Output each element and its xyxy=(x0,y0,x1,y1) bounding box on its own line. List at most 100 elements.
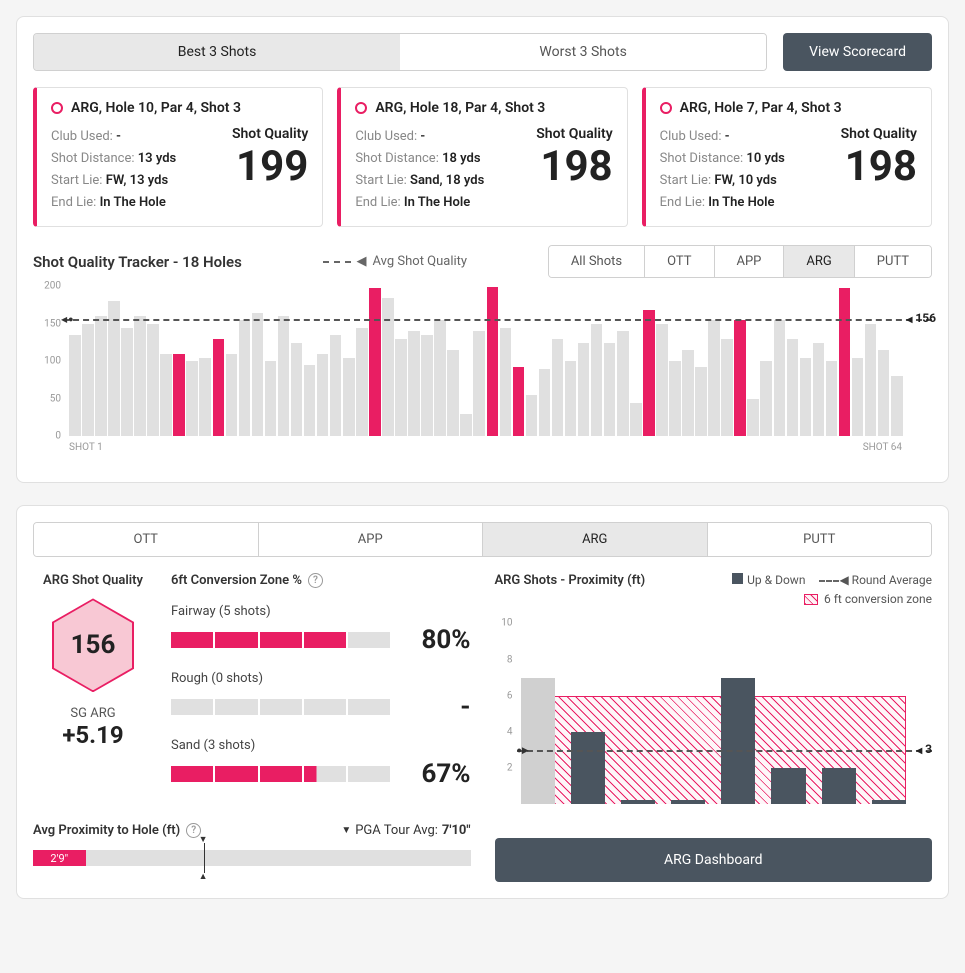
bars-container xyxy=(69,286,902,436)
chart-bar xyxy=(213,339,225,437)
chart-bar xyxy=(395,339,407,437)
prox-bar xyxy=(521,678,555,805)
proximity-row: Avg Proximity to Hole (ft) ? ▼ PGA Tour … xyxy=(33,823,471,838)
chart-bar xyxy=(813,343,825,437)
chart-bar xyxy=(239,320,251,436)
help-icon[interactable]: ? xyxy=(308,573,323,588)
chart-bar xyxy=(330,335,342,436)
legend-zone: 6 ft conversion zone xyxy=(824,592,932,606)
chart-bar xyxy=(160,354,172,437)
chart-bar xyxy=(434,320,446,436)
shot-card[interactable]: ARG, Hole 10, Par 4, Shot 3 Club Used: -… xyxy=(33,87,323,227)
chart-bar xyxy=(643,310,655,436)
chart-bar xyxy=(891,376,903,436)
legend-updown: Up & Down xyxy=(732,573,805,587)
prox-avg-line xyxy=(517,750,933,752)
chart-bar xyxy=(617,331,629,436)
tracker-header: Shot Quality Tracker - 18 Holes ◀ Avg Sh… xyxy=(33,245,932,278)
prox-bar xyxy=(771,768,805,804)
chart-bar xyxy=(186,361,198,436)
best-worst-tabs: Best 3 Shots Worst 3 Shots xyxy=(33,33,767,71)
filter-tab-putt[interactable]: PUTT xyxy=(855,246,931,277)
conv-pct: 80% xyxy=(409,625,471,655)
avg-value-badge: 156 xyxy=(906,311,936,325)
conv-pct: 67% xyxy=(409,759,471,789)
cat-tab-app[interactable]: APP xyxy=(259,523,484,556)
cat-tab-putt[interactable]: PUTT xyxy=(708,523,932,556)
segmented-bar xyxy=(171,766,391,782)
hex-badge: 156 xyxy=(52,598,134,692)
legend-round-avg: ◀ Round Average xyxy=(819,573,932,587)
cat-tab-ott[interactable]: OTT xyxy=(34,523,259,556)
conversion-row: Rough (0 shots) - xyxy=(171,671,471,722)
shot-card-title: ARG, Hole 7, Par 4, Shot 3 xyxy=(680,100,842,116)
tab-worst-shots[interactable]: Worst 3 Shots xyxy=(400,34,766,70)
sq-value: 198 xyxy=(841,146,917,188)
chart-bar xyxy=(278,316,290,436)
view-scorecard-button[interactable]: View Scorecard xyxy=(783,33,932,71)
chart-bar xyxy=(265,361,277,436)
chart-bar xyxy=(669,361,681,436)
chart-bar xyxy=(565,361,577,436)
arg-sq-title: ARG Shot Quality xyxy=(33,573,153,588)
pga-value: 7'10" xyxy=(442,823,471,838)
filter-tab-all-shots[interactable]: All Shots xyxy=(549,246,645,277)
pga-tour-avg: ▼ PGA Tour Avg: 7'10" xyxy=(341,823,470,838)
shot-card[interactable]: ARG, Hole 18, Par 4, Shot 3 Club Used: -… xyxy=(337,87,627,227)
category-tabs: OTTAPPARGPUTT xyxy=(33,522,932,557)
arg-dashboard-button[interactable]: ARG Dashboard xyxy=(495,838,933,882)
shot-details: Club Used: - Shot Distance: 10 yds Start… xyxy=(660,126,785,214)
chart-bar xyxy=(682,350,694,436)
chart-bar xyxy=(774,320,786,436)
shot-details: Club Used: - Shot Distance: 13 yds Start… xyxy=(51,126,176,214)
prox-bar xyxy=(671,800,705,804)
ring-icon xyxy=(355,102,367,114)
chart-bar xyxy=(747,399,759,437)
chart-bar xyxy=(369,288,381,437)
chart-bar xyxy=(578,343,590,437)
conv-row-label: Rough (0 shots) xyxy=(171,671,471,686)
chart-bar xyxy=(787,339,799,437)
sg-label: SG ARG xyxy=(33,706,153,721)
proximity-chart: 246810 ●▶ 3 xyxy=(495,614,933,824)
prox-chart-title: ARG Shots - Proximity (ft) xyxy=(495,573,646,588)
conv-title-text: 6ft Conversion Zone % xyxy=(171,573,302,588)
chart-bar xyxy=(460,414,472,437)
proximity-bar: 2'9" xyxy=(33,846,471,872)
prox-bar xyxy=(621,800,655,804)
chart-bar xyxy=(734,320,746,436)
chart-bar xyxy=(760,361,772,436)
conversion-row: Sand (3 shots) 67% xyxy=(171,738,471,789)
conversion-title: 6ft Conversion Zone % ? xyxy=(171,573,471,588)
chart-bar xyxy=(708,320,720,436)
hex-value: 156 xyxy=(54,600,132,690)
cat-tab-arg[interactable]: ARG xyxy=(483,523,708,556)
chart-bar xyxy=(226,354,238,437)
shot-card[interactable]: ARG, Hole 7, Par 4, Shot 3 Club Used: - … xyxy=(642,87,932,227)
ring-icon xyxy=(660,102,672,114)
hatch-icon xyxy=(804,594,818,605)
filter-tab-ott[interactable]: OTT xyxy=(645,246,714,277)
chart-bar xyxy=(421,335,433,436)
pga-label: PGA Tour Avg: xyxy=(355,823,438,838)
chart-bar xyxy=(800,358,812,437)
chart-bar xyxy=(826,361,838,436)
chart-bar xyxy=(865,324,877,437)
tab-best-shots[interactable]: Best 3 Shots xyxy=(34,34,400,70)
ring-icon xyxy=(51,102,63,114)
filter-tab-app[interactable]: APP xyxy=(715,246,785,277)
sq-label: Shot Quality xyxy=(841,126,917,142)
dash-icon xyxy=(819,580,839,582)
tracker-filter-tabs: All ShotsOTTAPPARGPUTT xyxy=(548,245,932,278)
chart-bar xyxy=(604,343,616,437)
prox-bars xyxy=(521,614,907,804)
chart-bar xyxy=(473,331,485,436)
shot-card-title: ARG, Hole 10, Par 4, Shot 3 xyxy=(71,100,241,116)
conversion-block: 6ft Conversion Zone % ? Fairway (5 shots… xyxy=(171,573,471,805)
filter-tab-arg[interactable]: ARG xyxy=(784,246,854,277)
chart-bar xyxy=(291,343,303,437)
sq-label: Shot Quality xyxy=(232,126,308,142)
chart-bar xyxy=(500,328,512,437)
sq-label: Shot Quality xyxy=(536,126,612,142)
chart-bar xyxy=(108,301,120,436)
